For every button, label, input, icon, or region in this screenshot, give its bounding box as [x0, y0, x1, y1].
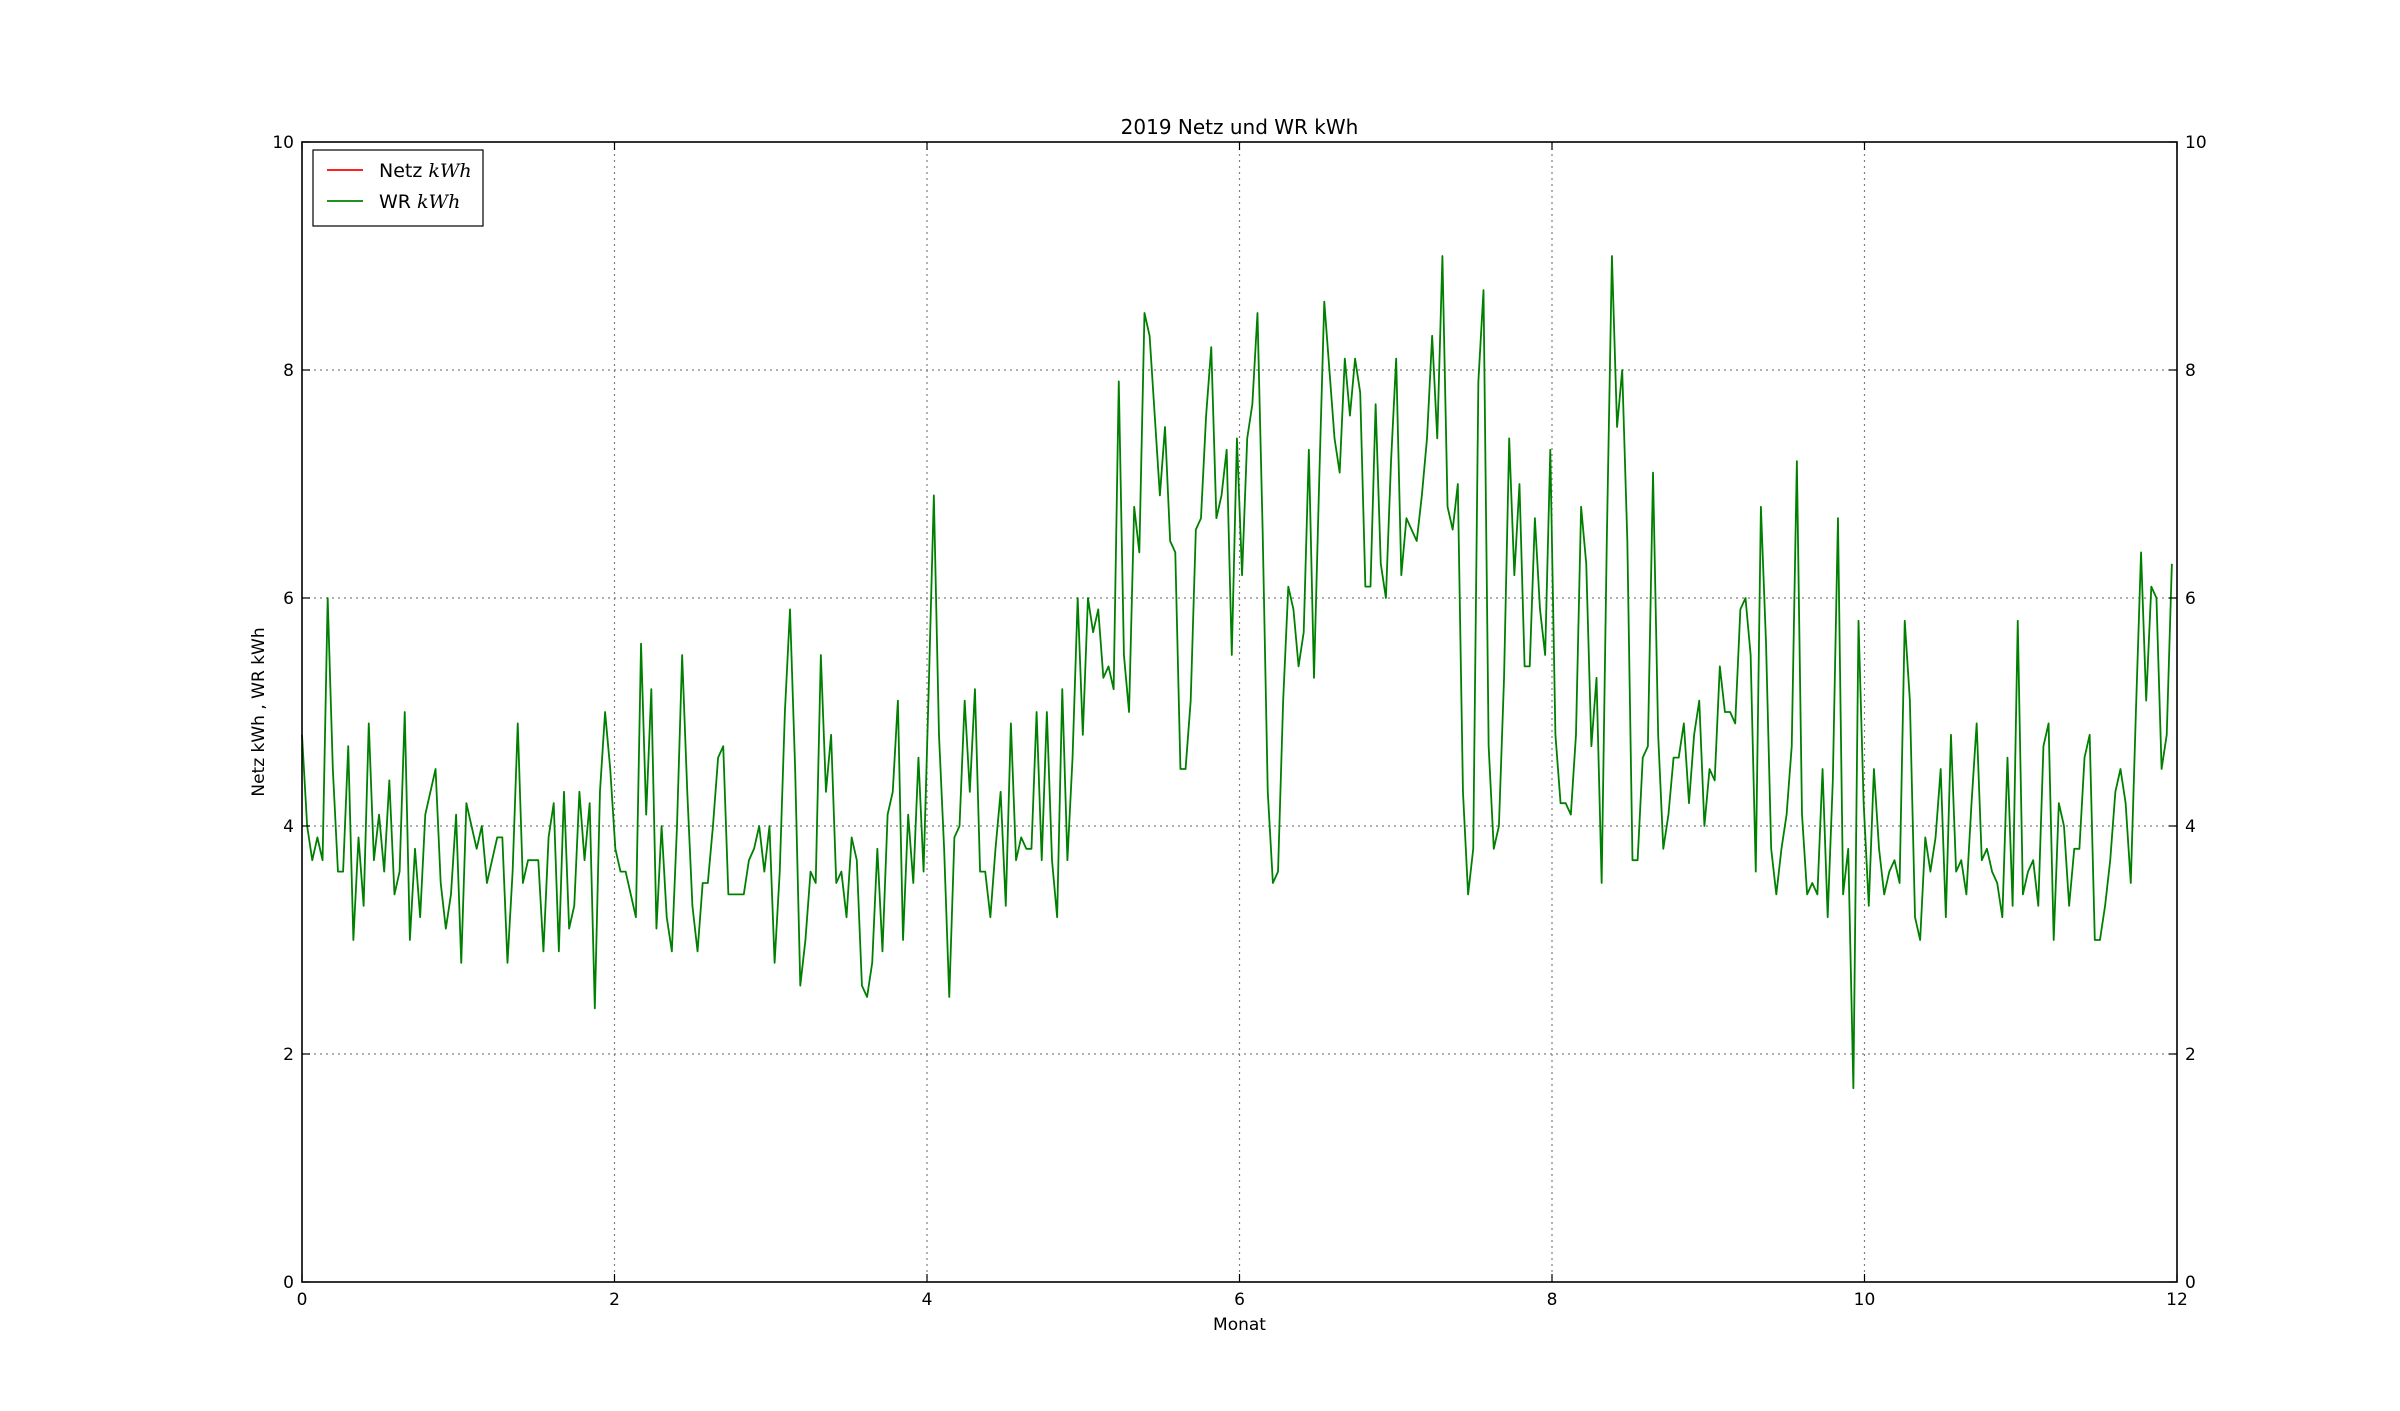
y-tick-label-right: 4	[2185, 817, 2196, 837]
legend-label-netz: Netz kWh	[379, 160, 472, 182]
y-tick-label-right: 8	[2185, 361, 2196, 381]
chart-title: 2019 Netz und WR kWh	[1121, 115, 1359, 139]
axis-ticks: 0 2 4 6 8 10 120 02 24 46 68 810 10	[272, 133, 2206, 1310]
x-tick-label: 0	[297, 1290, 308, 1310]
y-tick-label-left: 8	[283, 361, 294, 381]
x-tick-label: 2	[609, 1290, 620, 1310]
y-tick-label-left: 4	[283, 817, 294, 837]
x-tick-label: 6	[1234, 1290, 1245, 1310]
gridlines	[302, 142, 2177, 1282]
legend: Netz kWh WR kWh	[312, 149, 484, 227]
y-tick-label-left: 2	[283, 1045, 294, 1065]
x-tick-label: 10	[1854, 1290, 1876, 1310]
x-axis-label: Monat	[1213, 1315, 1266, 1335]
x-tick-label: 4	[922, 1290, 933, 1310]
y-tick-label-left: 0	[283, 1273, 294, 1293]
y-tick-label-left: 10	[272, 133, 294, 153]
y-tick-label-right: 0	[2185, 1273, 2196, 1293]
x-tick-label: 8	[1547, 1290, 1558, 1310]
y-tick-label-right: 2	[2185, 1045, 2196, 1065]
y-tick-label-right: 6	[2185, 589, 2196, 609]
y-axis-label: Netz kWh , WR kWh	[249, 627, 269, 796]
x-tick-label: 12	[2166, 1290, 2188, 1310]
series-layer	[301, 255, 2173, 1090]
series-line-wr	[301, 255, 2173, 1090]
legend-label-wr: WR kWh	[379, 191, 460, 213]
y-tick-label-right: 10	[2185, 133, 2207, 153]
legend-box	[312, 149, 484, 227]
y-tick-label-left: 6	[283, 589, 294, 609]
